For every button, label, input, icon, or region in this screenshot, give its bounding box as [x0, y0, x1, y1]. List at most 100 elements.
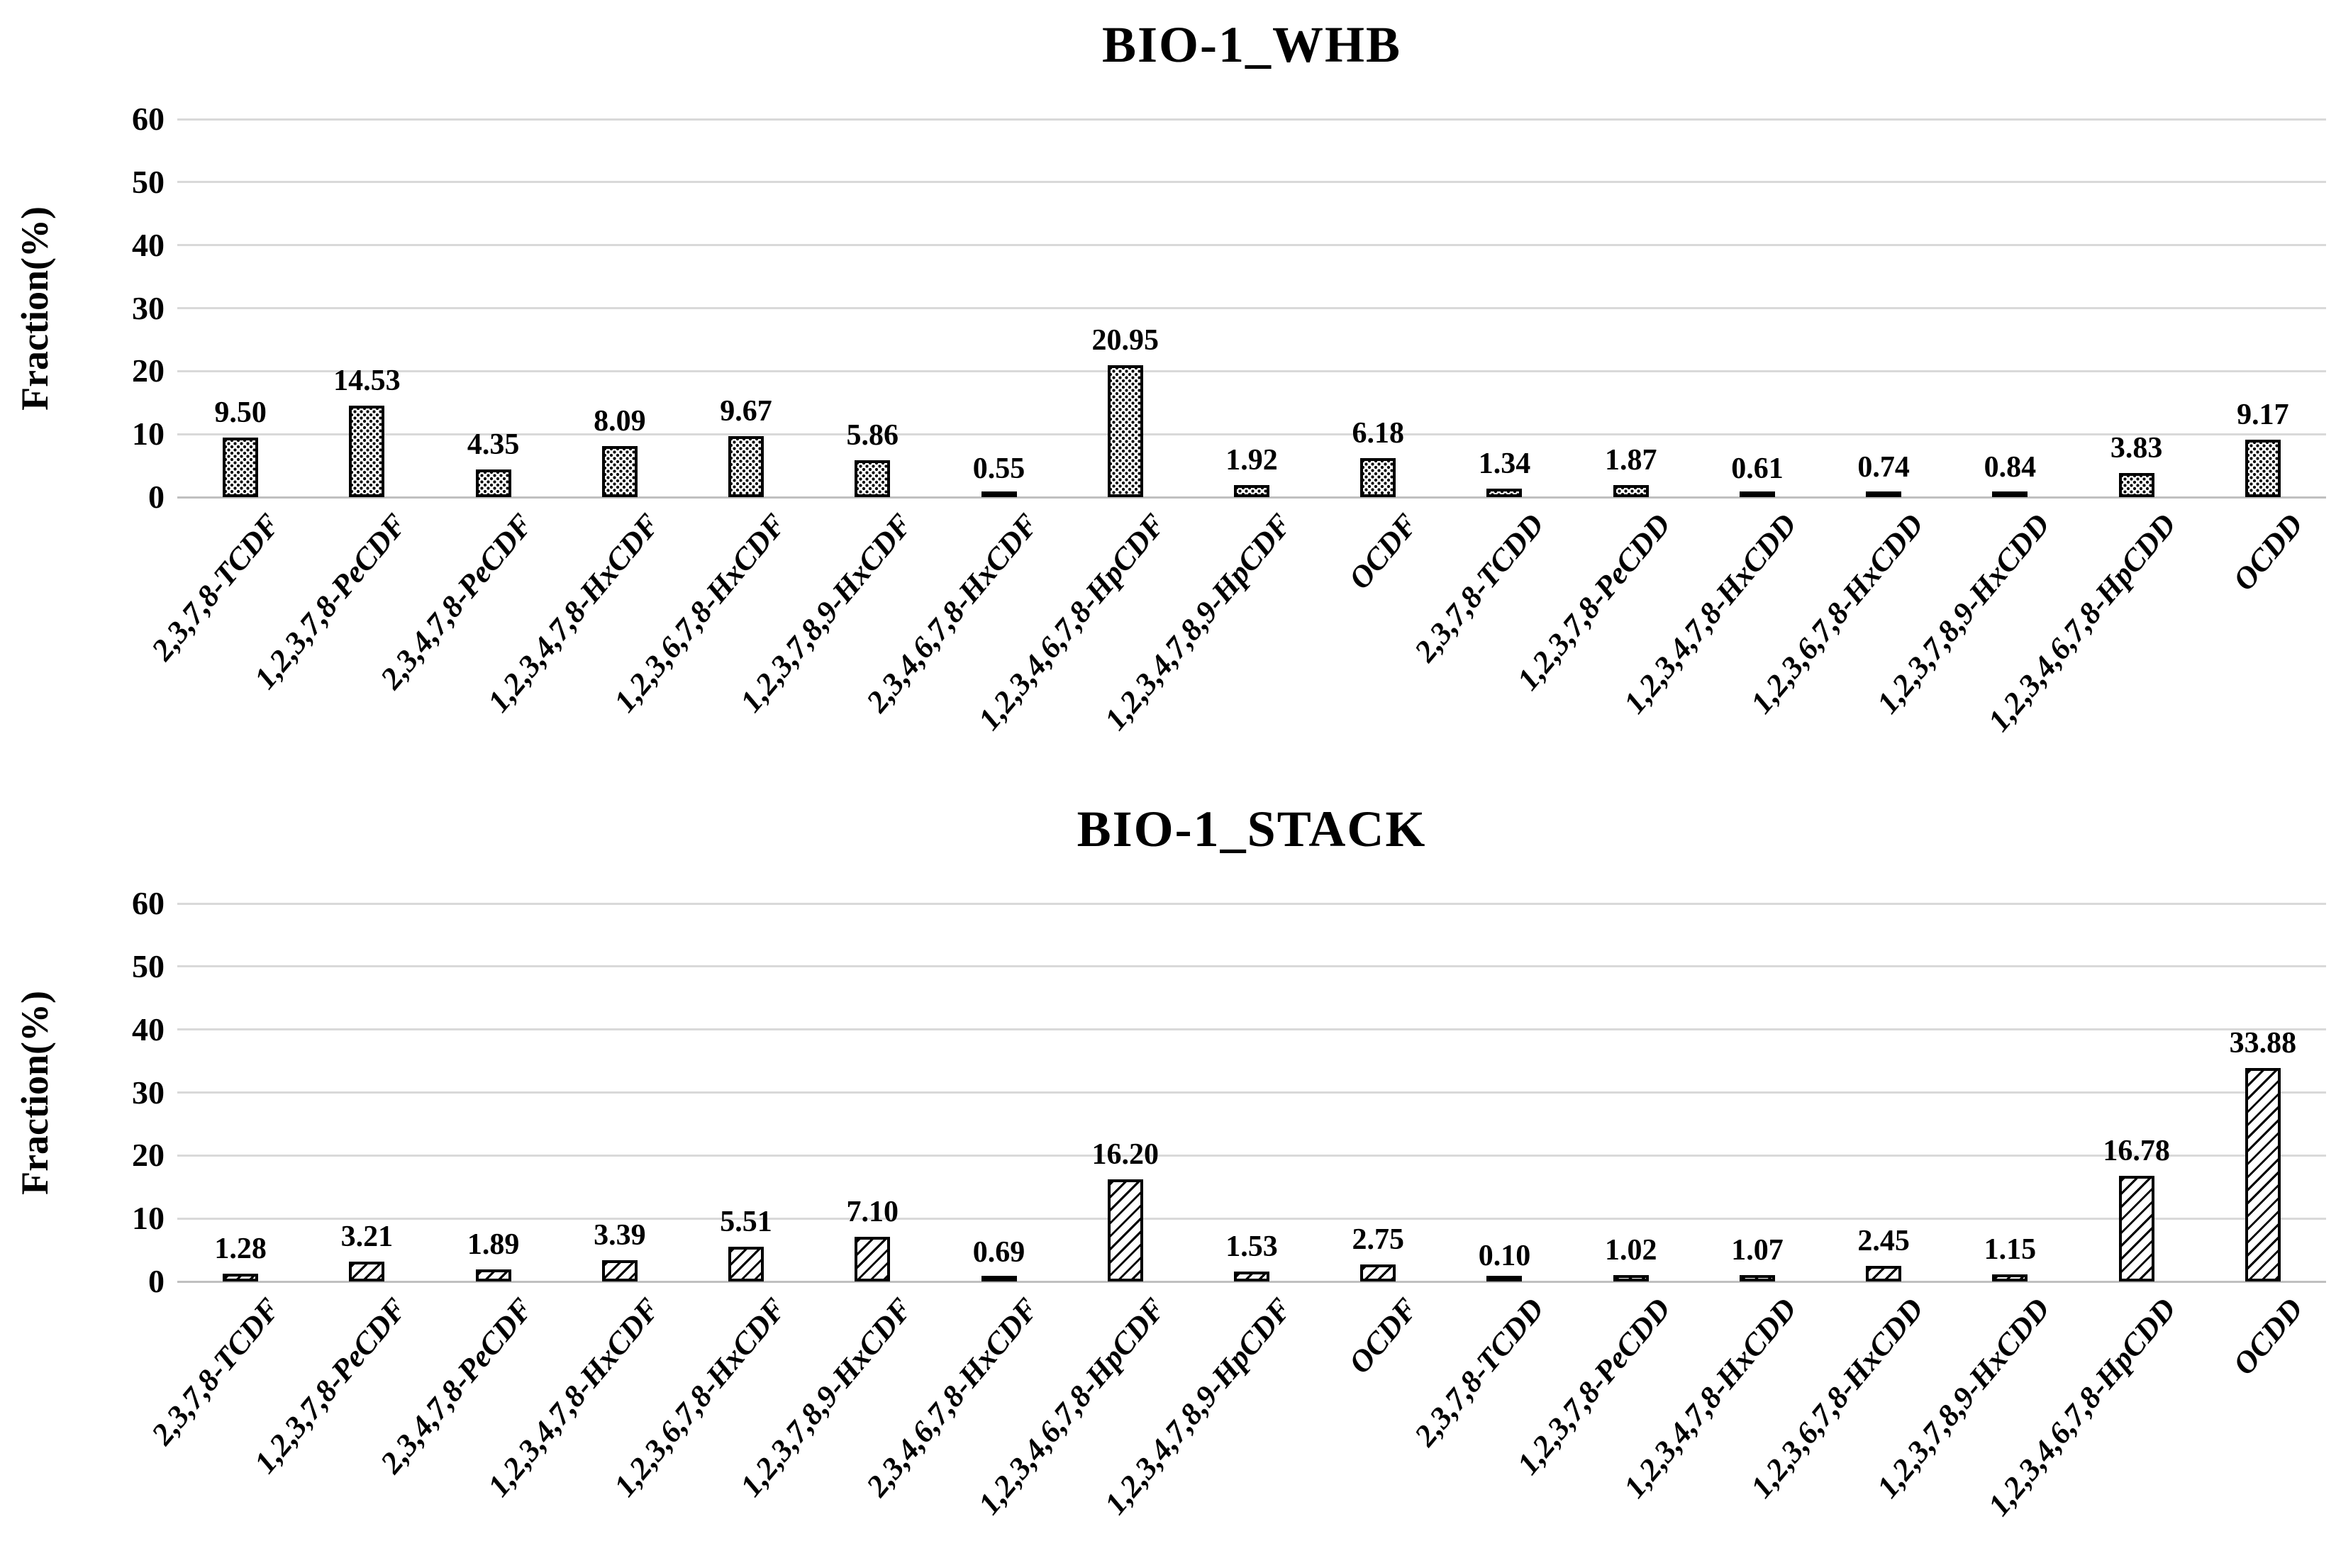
y-tick-label-50: 50 — [132, 163, 165, 200]
bar-2,3,7,8-TCDD — [1486, 489, 1523, 497]
bar-value-label-2,3,4,6,7,8-HxCDF: 0.69 — [972, 1235, 1025, 1269]
chart-title-whb: BIO-1_WHB — [1101, 16, 1402, 73]
y-tick-label-20: 20 — [132, 352, 165, 389]
gridline-40 — [177, 1028, 2326, 1031]
bar-1,2,3,4,6,7,8-HpCDF — [1107, 1179, 1143, 1281]
y-tick-label-40: 40 — [132, 1011, 165, 1047]
bar-1,2,3,4,7,8-HxCDF — [601, 1260, 638, 1281]
bar-value-label-OCDD: 33.88 — [2229, 1027, 2297, 1060]
bar-value-label-2,3,7,8-TCDF: 9.50 — [214, 396, 267, 429]
x-axis-labels: 2,3,7,8-TCDF 1,2,3,7,8-PeCDF 2,3,4,7,8-PeC… — [145, 497, 2326, 782]
bar-2,3,4,6,7,8-HxCDF — [981, 491, 1017, 497]
bar-value-label-2,3,7,8-TCDD: 1.34 — [1478, 447, 1531, 481]
bar-OCDD — [2245, 439, 2281, 497]
bar-2,3,7,8-TCDD — [1486, 1276, 1523, 1281]
chart-bio1-stack: BIO-1_STACK Fraction(%) 0 10 20 30 40 50 60 1.… — [0, 784, 2336, 1568]
gridline-50 — [177, 181, 2326, 184]
bar-value-label-1,2,3,4,7,8,9-HpCDF: 1.53 — [1225, 1230, 1278, 1264]
y-tick-label-30: 30 — [132, 1074, 165, 1111]
bar-OCDD — [2245, 1068, 2281, 1281]
gridline-30 — [177, 1091, 2326, 1094]
bar-value-label-1,2,3,7,8,9-HxCDD: 1.15 — [1984, 1233, 2037, 1266]
bar-1,2,3,7,8-PeCDD — [1613, 1274, 1649, 1281]
bar-value-label-1,2,3,4,6,7,8-HpCDD: 3.83 — [2110, 431, 2163, 465]
bar-OCDF — [1360, 458, 1396, 497]
bar-1,2,3,7,8,9-HxCDD — [1992, 491, 2028, 497]
gridline-20 — [177, 1154, 2326, 1157]
bar-1,2,3,4,6,7,8-HpCDD — [2118, 1175, 2154, 1281]
bar-value-label-1,2,3,4,7,8,9-HpCDF: 1.92 — [1225, 443, 1278, 477]
gridline-30 — [177, 307, 2326, 309]
plot-area: 1.28 3.21 1.89 3.39 5.51 7.10 0.69 16.20 1.53 2.7… — [177, 902, 2326, 1283]
y-tick-label-30: 30 — [132, 289, 165, 326]
y-tick-label-10: 10 — [132, 1200, 165, 1237]
bar-1,2,3,7,8-PeCDF — [349, 1261, 385, 1281]
x-axis-labels: 2,3,7,8-TCDF 1,2,3,7,8-PeCDF 2,3,4,7,8-PeC… — [145, 1281, 2326, 1567]
bar-value-label-1,2,3,6,7,8-HxCDF: 9.67 — [720, 395, 772, 428]
gridline-0 — [177, 1280, 2326, 1283]
x-axis-label-OCDD: OCDD — [2225, 507, 2310, 598]
y-tick-label-20: 20 — [132, 1137, 165, 1174]
bar-2,3,4,7,8-PeCDF — [475, 469, 511, 497]
bar-value-label-2,3,4,7,8-PeCDF: 1.89 — [467, 1228, 520, 1262]
x-axis-label-2,3,7,8-TCDF: 2,3,7,8-TCDF — [145, 1291, 287, 1452]
gridline-50 — [177, 965, 2326, 968]
bar-1,2,3,4,7,8,9-HpCDF — [1234, 1272, 1269, 1281]
gridline-60 — [177, 902, 2326, 905]
bar-value-label-1,2,3,4,6,7,8-HpCDF: 16.20 — [1091, 1138, 1159, 1172]
bar-value-label-1,2,3,4,7,8-HxCDD: 1.07 — [1731, 1233, 1784, 1267]
y-tick-label-60: 60 — [132, 101, 165, 137]
bar-value-label-1,2,3,4,6,7,8-HpCDF: 20.95 — [1091, 323, 1159, 357]
bar-value-label-1,2,3,6,7,8-HxCDD: 2.45 — [1857, 1225, 1910, 1258]
x-axis-label-2,3,7,8-TCDD: 2,3,7,8-TCDD — [1408, 507, 1552, 669]
x-axis-label-2,3,7,8-TCDD: 2,3,7,8-TCDD — [1408, 1291, 1552, 1453]
y-axis-tick-labels: 0 10 20 30 40 50 60 — [0, 887, 165, 1298]
gridline-20 — [177, 369, 2326, 372]
bar-1,2,3,4,6,7,8-HpCDD — [2118, 472, 2154, 497]
bar-1,2,3,6,7,8-HxCDF — [728, 1247, 764, 1281]
bar-value-label-1,2,3,7,8,9-HxCDF: 7.10 — [846, 1195, 899, 1228]
bar-1,2,3,6,7,8-HxCDF — [728, 436, 764, 497]
bar-1,2,3,7,8,9-HxCDF — [855, 1236, 891, 1281]
bar-value-label-1,2,3,6,7,8-HxCDF: 5.51 — [720, 1206, 772, 1239]
y-axis-tick-labels: 0 10 20 30 40 50 60 — [0, 103, 165, 513]
bar-value-label-1,2,3,4,6,7,8-HpCDD: 16.78 — [2103, 1134, 2170, 1167]
bar-1,2,3,4,7,8-HxCDD — [1739, 1274, 1775, 1281]
bar-1,2,3,7,8-PeCDD — [1613, 485, 1649, 497]
bar-value-label-2,3,7,8-TCDF: 1.28 — [214, 1232, 267, 1265]
bar-1,2,3,4,7,8-HxCDD — [1739, 491, 1775, 497]
gridline-0 — [177, 496, 2326, 499]
bar-value-label-1,2,3,7,8,9-HxCDD: 0.84 — [1984, 450, 2037, 484]
bar-value-label-1,2,3,7,8-PeCDF: 14.53 — [333, 364, 401, 397]
y-tick-label-50: 50 — [132, 947, 165, 984]
y-tick-label-0: 0 — [148, 479, 165, 515]
gridline-10 — [177, 433, 2326, 435]
chart-bio1-whb: BIO-1_WHB Fraction(%) 0 10 20 30 40 50 60 9.50… — [0, 16, 2326, 782]
bar-value-label-OCDF: 6.18 — [1352, 417, 1404, 450]
bar-1,2,3,7,8-PeCDF — [349, 405, 385, 497]
bar-1,2,3,6,7,8-HxCDD — [1866, 1266, 1902, 1281]
bar-value-label-1,2,3,7,8-PeCDD: 1.02 — [1604, 1233, 1657, 1267]
bar-value-label-OCDF: 2.75 — [1352, 1223, 1404, 1256]
bar-1,2,3,4,6,7,8-HpCDF — [1107, 365, 1143, 497]
y-tick-label-60: 60 — [132, 885, 165, 921]
bar-1,2,3,4,7,8-HxCDF — [601, 446, 638, 497]
chart-title-stack: BIO-1_STACK — [1077, 801, 1427, 857]
gridline-40 — [177, 244, 2326, 247]
bar-2,3,7,8-TCDF — [223, 437, 259, 497]
bar-1,2,3,6,7,8-HxCDD — [1866, 491, 1902, 497]
x-axis-label-OCDF: OCDF — [1342, 507, 1425, 596]
bar-value-label-1,2,3,7,8,9-HxCDF: 5.86 — [846, 418, 899, 452]
bar-value-label-1,2,3,4,7,8-HxCDF: 8.09 — [594, 405, 646, 438]
bar-OCDF — [1360, 1264, 1396, 1281]
bar-value-label-1,2,3,7,8-PeCDF: 3.21 — [340, 1220, 394, 1253]
bar-2,3,4,7,8-PeCDF — [475, 1269, 511, 1281]
gridline-60 — [177, 118, 2326, 121]
bar-1,2,3,4,7,8,9-HpCDF — [1234, 484, 1269, 497]
y-tick-label-40: 40 — [132, 226, 165, 263]
bar-value-label-2,3,7,8-TCDD: 0.10 — [1478, 1240, 1531, 1273]
y-tick-label-10: 10 — [132, 416, 165, 452]
bar-value-label-1,2,3,4,7,8-HxCDF: 3.39 — [594, 1218, 646, 1252]
x-axis-label-OCDF: OCDF — [1342, 1291, 1425, 1381]
